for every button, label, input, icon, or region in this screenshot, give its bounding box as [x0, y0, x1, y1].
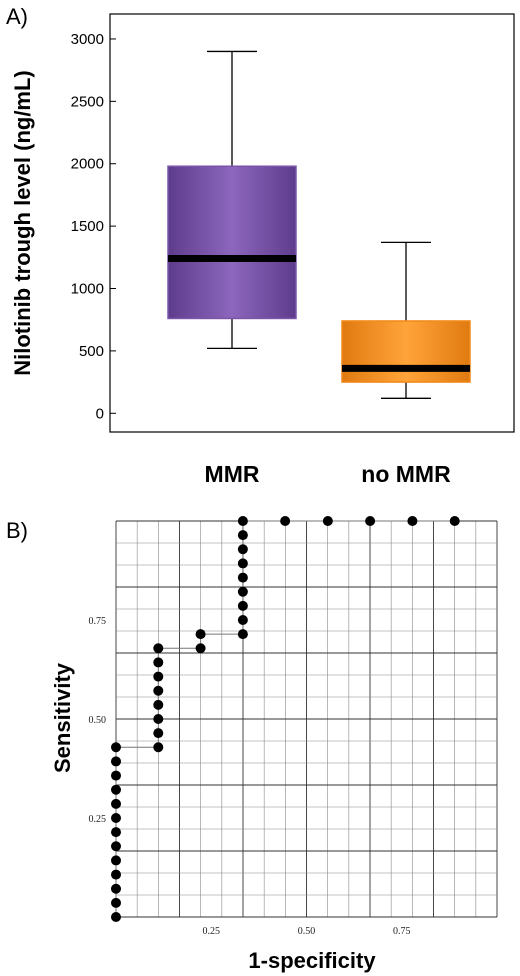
roc-point-18	[153, 671, 164, 682]
roc-point-12	[111, 742, 121, 753]
roc-point-34	[365, 516, 376, 526]
roc-point-29	[237, 544, 248, 555]
x-tick-label-0.75: 0.75	[393, 926, 411, 937]
box-plot-frame	[109, 13, 515, 433]
category-label-mmr: MMR	[205, 461, 260, 487]
box-plot-y-axis-label: Nilotinib trough level (ng/mL)	[10, 70, 35, 376]
y-tick-label-500: 500	[79, 343, 104, 360]
roc-point-13	[153, 742, 164, 753]
roc-x-axis-label: 1-specificity	[248, 948, 376, 973]
panel-b-label: B)	[6, 518, 28, 543]
category-label-no-mmr: no MMR	[361, 461, 451, 487]
y-tick-label-0.25: 0.25	[89, 814, 107, 825]
box-no-mmr	[341, 241, 471, 399]
roc-point-19	[153, 657, 164, 668]
roc-point-30	[237, 530, 248, 541]
roc-axes: 0.25 0.50 0.75 0.25 0.50 0.75	[89, 616, 411, 937]
y-tick-label-2000: 2000	[71, 156, 104, 173]
y-tick-label-0.5: 0.50	[89, 715, 107, 726]
roc-point-36	[449, 516, 460, 526]
roc-point-0	[111, 912, 121, 922]
roc-point-17	[153, 685, 164, 696]
roc-grid	[115, 520, 498, 918]
roc-curve	[111, 516, 460, 922]
roc-point-11	[111, 756, 121, 767]
roc-curve-panel: 0.25 0.50 0.75 0.25 0.50 0.75 1-specificity S…	[50, 516, 498, 973]
roc-y-axis-label: Sensitivity	[50, 662, 75, 773]
box-plot-y-axis: 0 500 1000 1500 2000 2500 3000	[71, 31, 116, 422]
iqr-box-mmr	[167, 165, 297, 320]
roc-point-1	[111, 897, 121, 908]
y-tick-label-1500: 1500	[71, 218, 104, 235]
roc-point-7	[111, 813, 121, 823]
x-tick-label-0.25: 0.25	[203, 926, 221, 937]
roc-point-35	[407, 516, 418, 526]
panel-a-label: A)	[6, 4, 28, 29]
roc-point-8	[111, 798, 121, 809]
roc-point-28	[237, 558, 248, 569]
box-plot-boxes	[167, 50, 471, 399]
roc-point-2	[111, 883, 121, 894]
roc-point-25	[237, 600, 248, 611]
y-tick-label-0.75: 0.75	[89, 616, 107, 627]
roc-point-20	[153, 643, 164, 654]
roc-point-31	[237, 516, 248, 526]
roc-point-27	[237, 572, 248, 583]
roc-point-10	[111, 770, 121, 781]
iqr-box-no-mmr	[341, 320, 471, 383]
roc-point-21	[195, 643, 206, 654]
roc-point-26	[237, 586, 248, 597]
roc-point-9	[111, 784, 121, 795]
roc-point-15	[153, 714, 164, 724]
roc-point-33	[322, 516, 333, 526]
roc-point-4	[111, 855, 121, 866]
roc-point-6	[111, 827, 121, 838]
y-tick-label-2500: 2500	[71, 93, 104, 110]
y-tick-label-0: 0	[96, 405, 104, 422]
roc-point-16	[153, 699, 164, 710]
roc-point-14	[153, 728, 164, 739]
box-mmr	[167, 50, 297, 350]
roc-point-32	[280, 516, 291, 526]
y-tick-label-1000: 1000	[71, 281, 104, 298]
x-tick-label-0.5: 0.50	[298, 926, 316, 937]
roc-point-22	[195, 629, 206, 640]
y-tick-label-3000: 3000	[71, 31, 104, 48]
roc-point-3	[111, 869, 121, 880]
box-plot-panel: 0 500 1000 1500 2000 2500 3000 Nilotinib troug…	[10, 13, 515, 487]
roc-point-5	[111, 841, 121, 852]
roc-point-24	[237, 615, 248, 625]
roc-point-23	[237, 629, 248, 640]
